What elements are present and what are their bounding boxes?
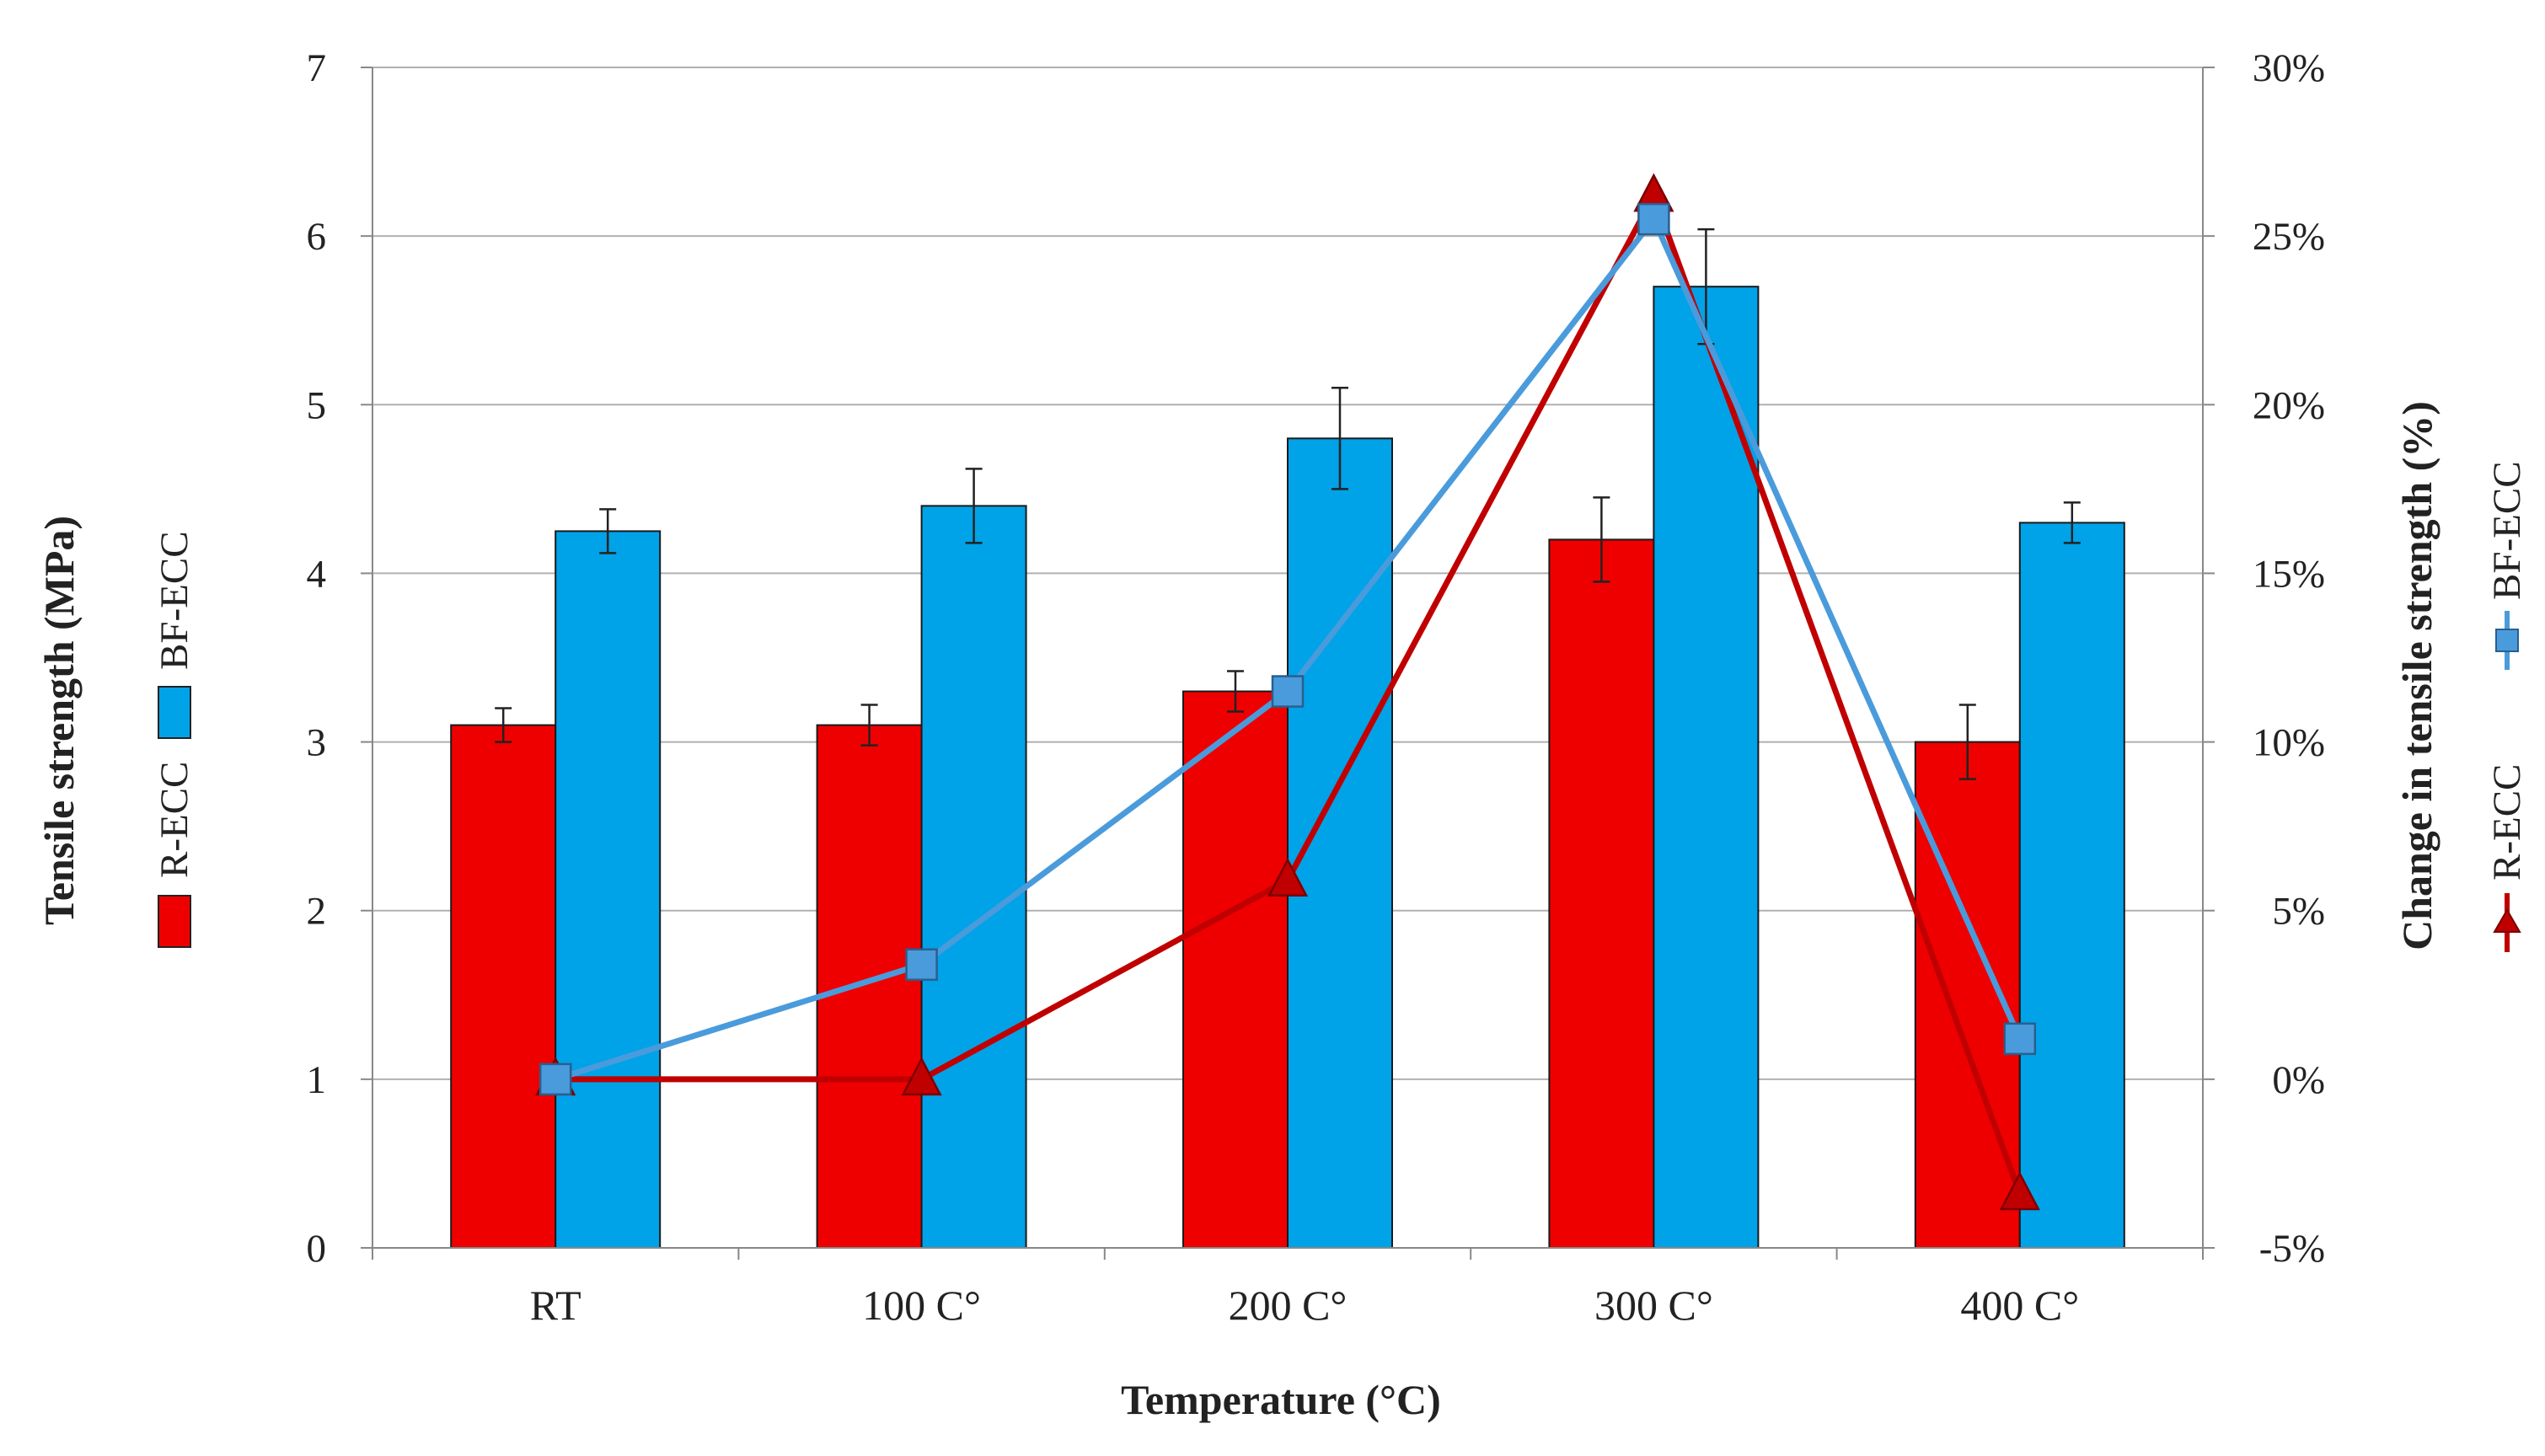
axes [361,67,2215,1260]
legend-swatch-r-ecc [158,895,191,948]
legend-left: R-ECC BF-ECC [153,531,196,948]
y-tick-label: 2 [307,890,327,934]
y2-tick-label: 0% [2272,1058,2325,1102]
y2-tick-label: 15% [2253,552,2325,596]
bar-r-ecc-300-c [1548,538,1655,1249]
legend-marker-r-ecc [2493,907,2521,933]
x-axis-title: Temperature (°C) [1121,1376,1441,1423]
y-tick-label: 1 [307,1058,327,1102]
y2-axis-title: Change in tensile strength (%) [2393,401,2441,950]
point-bf-ecc-400-c [2003,1022,2037,1056]
y-tick-label: 5 [307,383,327,427]
point-bf-ecc-100-c [905,948,938,982]
x-tick-label-100-c: 100 C° [862,1282,981,1329]
y-tick-label: 0 [307,1227,327,1271]
bar-r-ecc-rt [450,724,557,1249]
bar-r-ecc-100-c [816,724,923,1249]
legend-swatch-bf-ecc [158,686,191,739]
legend-label-bf-ecc: BF-ECC [153,531,196,670]
category-labels: RT 100 C° 200 C° 300 C° 400 C° [530,1282,2079,1329]
bar-bf-ecc-100-c [920,505,1027,1249]
bars [450,286,2125,1250]
y2-tick-label: 10% [2253,721,2325,765]
point-r-ecc-200-c [1267,857,1309,897]
y-tick-label: 3 [307,721,327,765]
legend-marker-bf-ecc [2495,629,2519,652]
legend-right: R-ECC BF-ECC [2485,461,2529,952]
bar-r-ecc-400-c [1914,741,2021,1249]
bar-bf-ecc-200-c [1287,437,1393,1249]
legend-label-line-bf-ecc: BF-ECC [2485,461,2529,600]
y2-tick-label: -5% [2259,1227,2325,1271]
y2-tick-label: 20% [2253,383,2325,427]
bar-r-ecc-200-c [1182,690,1289,1249]
legend-label-line-r-ecc: R-ECC [2485,764,2529,881]
y-axis-title: Tensile strength (MPa) [35,516,83,925]
line-series [535,173,2040,1211]
point-r-ecc-100-c [901,1057,942,1096]
legend-label-r-ecc: R-ECC [153,762,196,878]
point-bf-ecc-rt [538,1063,572,1096]
y2-tick-label: 25% [2253,215,2325,259]
bar-bf-ecc-rt [555,530,662,1249]
tick-labels: 0 1 2 3 4 5 6 7 -5% 0% 5% 10% 15% 20% 25% 30% [307,46,2326,1271]
x-tick-label-rt: RT [530,1282,581,1329]
y-tick-label: 4 [307,552,327,596]
point-bf-ecc-300-c [1637,202,1670,236]
x-tick-label-200-c: 200 C° [1229,1282,1348,1329]
point-r-ecc-400-c [1999,1171,2040,1211]
y-tick-label: 7 [307,46,327,90]
x-tick-label-300-c: 300 C° [1594,1282,1713,1329]
y2-tick-label: 5% [2272,890,2325,934]
y2-tick-label: 30% [2253,46,2325,90]
y-tick-label: 6 [307,215,327,259]
point-bf-ecc-200-c [1271,675,1305,708]
bar-bf-ecc-400-c [2018,522,2125,1249]
x-tick-label-400-c: 400 C° [1960,1282,2079,1329]
